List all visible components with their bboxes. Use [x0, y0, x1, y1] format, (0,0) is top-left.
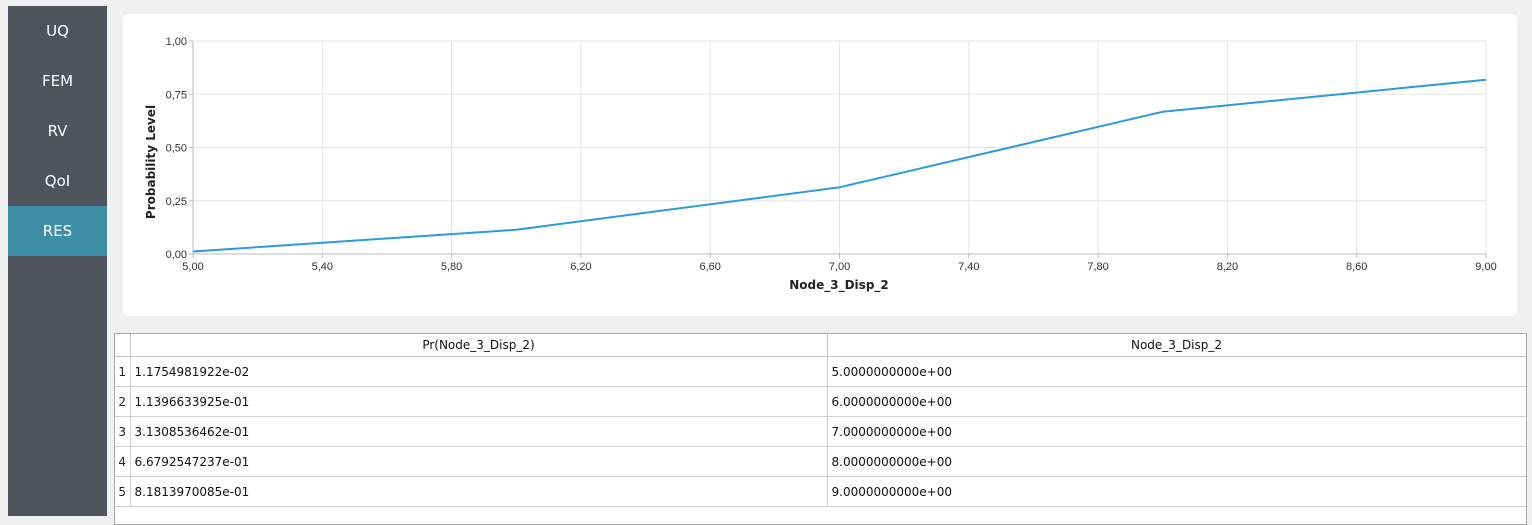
- sidebar: UQ FEM RV QoI RES: [8, 6, 107, 516]
- sidebar-item-uq[interactable]: UQ: [8, 6, 107, 56]
- table-cell-probability[interactable]: 8.1813970085e-01: [130, 476, 828, 507]
- x-tick-label: 5,00: [182, 261, 203, 273]
- x-tick-label: 5,80: [441, 261, 462, 273]
- row-number[interactable]: 4: [115, 446, 131, 477]
- table-cell-value[interactable]: 5.0000000000e+00: [827, 356, 1526, 387]
- table-cell-value[interactable]: 6.0000000000e+00: [827, 386, 1526, 417]
- table-row[interactable]: 2 1.1396633925e-01 6.0000000000e+00: [115, 386, 1526, 417]
- table-header-row: Pr(Node_3_Disp_2) Node_3_Disp_2: [115, 334, 1526, 357]
- row-number[interactable]: 2: [115, 386, 131, 417]
- chart-ticks: 5,00 5,40 5,80 6,20 6,60 7,00 7,40 7,80 8,20 8,60…: [166, 36, 1497, 273]
- chart-series: [192, 78, 1487, 253]
- sidebar-item-label: QoI: [44, 172, 71, 190]
- cdf-chart: 5,00 5,40 5,80 6,20 6,60 7,00 7,40 7,80 8,20 8,60…: [144, 36, 1497, 293]
- y-axis-label: Probability Level: [144, 105, 158, 219]
- table-cell-value[interactable]: 8.0000000000e+00: [827, 446, 1526, 477]
- x-tick-label: 6,20: [570, 261, 591, 273]
- x-tick-label: 8,20: [1217, 261, 1238, 273]
- table-cell-probability[interactable]: 3.1308536462e-01: [130, 416, 828, 447]
- table-cell-value[interactable]: 9.0000000000e+00: [827, 476, 1526, 507]
- table-row[interactable]: 3 3.1308536462e-01 7.0000000000e+00: [115, 416, 1526, 447]
- column-header-probability[interactable]: Pr(Node_3_Disp_2): [130, 334, 828, 357]
- y-tick-label: 1,00: [166, 36, 187, 48]
- x-tick-label: 9,00: [1475, 261, 1496, 273]
- sidebar-item-label: UQ: [46, 22, 69, 40]
- row-number[interactable]: 1: [115, 356, 131, 387]
- series-line: [192, 78, 1487, 253]
- table-row[interactable]: 5 8.1813970085e-01 9.0000000000e+00: [115, 476, 1526, 507]
- chart-grid: [189, 40, 1487, 258]
- x-tick-label: 6,60: [699, 261, 720, 273]
- table-cell-value[interactable]: 7.0000000000e+00: [827, 416, 1526, 447]
- x-axis-label: Node_3_Disp_2: [789, 278, 889, 293]
- row-number[interactable]: 5: [115, 476, 131, 507]
- y-tick-label: 0,50: [166, 143, 187, 155]
- sidebar-item-label: FEM: [41, 72, 74, 90]
- table-row[interactable]: 4 6.6792547237e-01 8.0000000000e+00: [115, 446, 1526, 477]
- table-cell-probability[interactable]: 1.1754981922e-02: [130, 356, 828, 387]
- sidebar-item-label: RV: [47, 122, 68, 140]
- sidebar-item-fem[interactable]: FEM: [8, 56, 107, 106]
- sidebar-item-label: RES: [42, 222, 73, 240]
- table-cell-probability[interactable]: 6.6792547237e-01: [130, 446, 828, 477]
- table-cell-probability[interactable]: 1.1396633925e-01: [130, 386, 828, 417]
- row-number[interactable]: 3: [115, 416, 131, 447]
- corner-header[interactable]: [115, 334, 131, 357]
- y-tick-label: 0,75: [166, 89, 187, 101]
- results-table: Pr(Node_3_Disp_2) Node_3_Disp_2 1 1.1754…: [114, 333, 1527, 525]
- sidebar-item-rv[interactable]: RV: [8, 106, 107, 156]
- x-tick-label: 7,80: [1087, 261, 1108, 273]
- chart-panel: 5,00 5,40 5,80 6,20 6,60 7,00 7,40 7,80 8,20 8,60…: [123, 14, 1517, 316]
- sidebar-item-qoi[interactable]: QoI: [8, 156, 107, 206]
- x-tick-label: 8,60: [1346, 261, 1367, 273]
- y-tick-label: 0,25: [166, 196, 187, 208]
- x-tick-label: 5,40: [312, 261, 333, 273]
- y-tick-label: 0,00: [166, 249, 187, 261]
- sidebar-item-res[interactable]: RES: [8, 206, 107, 256]
- x-tick-label: 7,00: [829, 261, 850, 273]
- column-header-value[interactable]: Node_3_Disp_2: [827, 334, 1526, 357]
- x-tick-label: 7,40: [958, 261, 979, 273]
- table-row[interactable]: 1 1.1754981922e-02 5.0000000000e+00: [115, 356, 1526, 387]
